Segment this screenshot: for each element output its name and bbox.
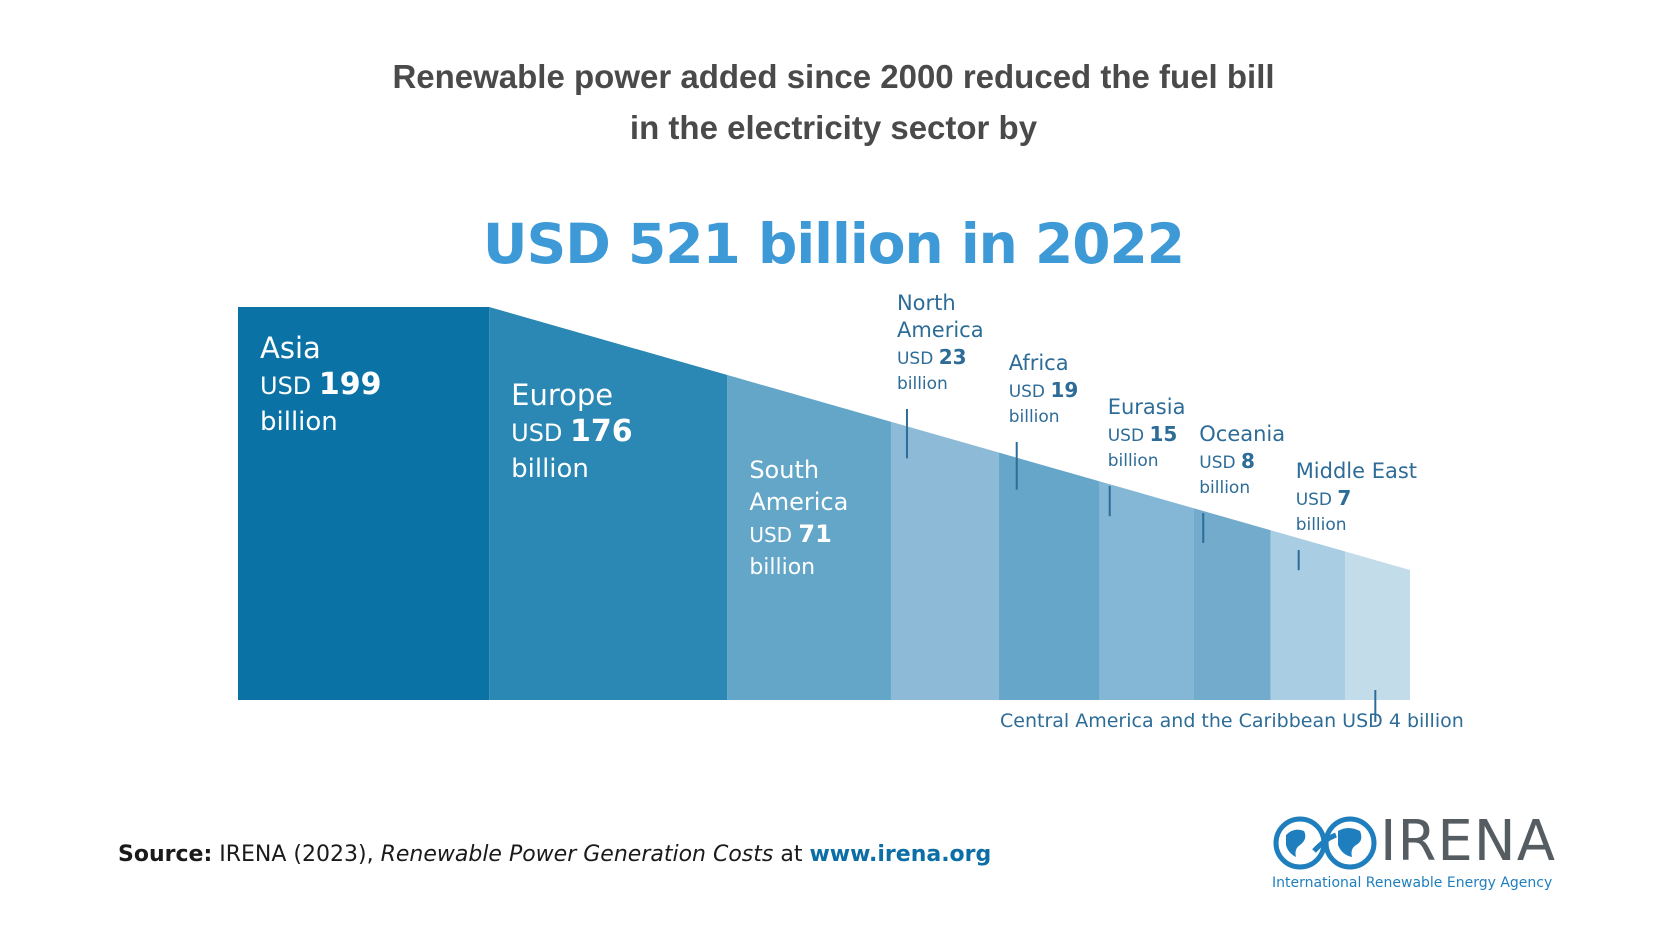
segment-label-region: South: [749, 456, 819, 484]
segment-label-value: USD 199: [260, 367, 382, 402]
segment-label-value: USD 23: [897, 345, 967, 369]
bar-segment-central-america-and-the-caribbean: [1345, 551, 1410, 700]
segment-label-region: Oceania: [1199, 422, 1285, 446]
bar-segment-europe: [489, 307, 728, 700]
segment-label-value: USD 7: [1296, 486, 1352, 510]
segment-label-region: Middle East: [1296, 459, 1417, 483]
segment-label-value: USD 15: [1108, 422, 1178, 446]
segment-label-unit: billion: [511, 454, 589, 484]
source-connector: at: [773, 842, 810, 867]
source-link[interactable]: www.irena.org: [809, 842, 992, 867]
bar-segment-north-america: [890, 421, 999, 700]
segment-label-value: USD 71: [749, 520, 832, 548]
segment-label-unit: billion: [1009, 407, 1060, 427]
segment-label-region: Eurasia: [1108, 395, 1186, 419]
segment-label-region: North: [897, 291, 956, 315]
globe-icon: [1273, 816, 1377, 870]
segment-label-region: Africa: [1009, 351, 1069, 375]
segment-label-value: USD 176: [511, 414, 633, 449]
source-label: Source: [118, 842, 204, 867]
bar-segment-oceania: [1193, 508, 1271, 700]
source-note: Source: IRENA (2023), Renewable Power Ge…: [118, 842, 992, 867]
segment-label-caribbean: Central America and the Caribbean USD 4 …: [1000, 710, 1464, 732]
segment-label-region: America: [749, 488, 848, 516]
bar-segment-eurasia: [1099, 481, 1194, 700]
source-text: IRENA (2023),: [219, 842, 381, 867]
irena-logo: IRENA International Renewable Energy Age…: [1272, 809, 1555, 895]
segment-label-unit: billion: [1296, 515, 1347, 535]
segment-label-value: USD 19: [1009, 378, 1079, 402]
segment-label-unit: billion: [260, 407, 338, 437]
logo-subtitle: International Renewable Energy Agency: [1272, 875, 1553, 891]
headline-total: USD 521 billion in 2022: [482, 212, 1185, 276]
bar-segment-south-america: [727, 375, 891, 700]
chart-title-line-1: Renewable power added since 2000 reduced…: [392, 58, 1275, 95]
logo-wordmark: IRENA: [1380, 809, 1557, 874]
segment-label-unit: billion: [897, 374, 948, 394]
segment-label-unit: billion: [1199, 478, 1250, 498]
segment-label-unit: billion: [749, 555, 815, 580]
segment-label-region: Asia: [260, 331, 321, 365]
source-publication: Renewable Power Generation Costs: [380, 842, 774, 867]
segment-label-region: Europe: [511, 378, 613, 412]
bar-segment-asia: [238, 307, 490, 700]
chart-title-line-2: in the electricity sector by: [629, 109, 1038, 146]
bar-segment-middle-east: [1270, 530, 1346, 700]
segment-label-value: USD 8: [1199, 449, 1255, 473]
segment-label-unit: billion: [1108, 451, 1159, 471]
segment-label-region: America: [897, 318, 984, 342]
bar-segment-africa: [998, 452, 1100, 700]
